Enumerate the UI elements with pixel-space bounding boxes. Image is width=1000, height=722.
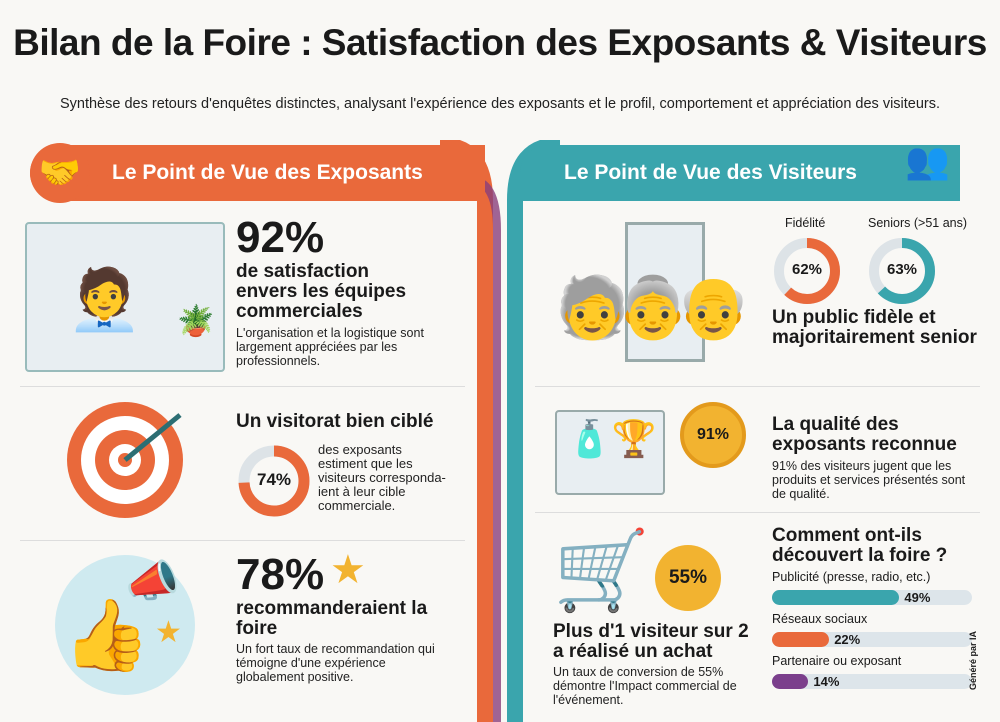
page-title: Bilan de la Foire : Satisfaction des Exp… [13, 22, 987, 63]
purchase-headline: Plus d'1 visiteur sur 2 a réalisé un ach… [553, 621, 749, 662]
exhibitors-banner-title: Le Point de Vue des Exposants [112, 161, 423, 184]
star-icon: ★ [155, 616, 182, 649]
discovery-bar-label: Publicité (presse, radio, etc.) [772, 570, 931, 584]
seniors-donut [869, 238, 935, 304]
seniors-label: Seniors (>51 ans) [868, 216, 968, 230]
divider [535, 386, 980, 387]
star-icon: ★ [330, 548, 366, 592]
targeting-text: des exposants estiment que les visiteurs… [318, 442, 446, 513]
targeting-value: 74% [256, 470, 292, 489]
loyalty-label: Fidélité [785, 216, 826, 230]
visitors-banner: Le Point de Vue des Visiteurs [520, 145, 960, 201]
visitors-entrance-illustration: 🧓👵👴 [545, 222, 760, 372]
purchase-badge: 55% [655, 545, 721, 611]
visitors-group-icon: 👥 [905, 140, 950, 181]
discovery-bar: 49% [772, 590, 972, 605]
discovery-bar-fill [772, 590, 900, 605]
door-icon [625, 222, 705, 362]
discovery-bar: 22% [772, 632, 972, 647]
divider [535, 512, 980, 513]
discovery-bar-value: 22% [834, 632, 861, 647]
discovery-bar-fill [772, 632, 830, 647]
exhibitors-banner: Le Point de Vue des Exposants [30, 145, 485, 201]
handshake-icon: 🤝 [30, 143, 90, 203]
discovery-bar-label: Réseaux sociaux [772, 612, 868, 626]
targeting-headline: Un visitorat bien ciblé [236, 411, 434, 432]
thumbs-up-megaphone-illustration: 👍 📣 ★ [55, 555, 195, 695]
recommend-value: 78% [236, 550, 325, 599]
loyalty-value: 62% [791, 261, 823, 278]
loyalty-headline: Un public fidèle et majoritairement seni… [772, 307, 977, 348]
thumbs-up-icon: 👍 [63, 596, 151, 674]
divider [20, 540, 465, 541]
team-icon: 🧑‍💼 [67, 266, 142, 333]
discovery-bar-value: 14% [813, 674, 840, 689]
satisfaction-headline: de satisfaction envers les équipes comme… [236, 261, 407, 322]
quality-badge: 91% [680, 402, 746, 468]
satisfaction-text: L'organisation et la logistique sont lar… [236, 326, 424, 368]
shopping-cart-icon: 🛒 [553, 526, 651, 614]
recommend-text: Un fort taux de recommandation qui témoi… [236, 642, 435, 684]
booth-illustration: 🧑‍💼 🪴 [25, 222, 225, 372]
discovery-bar-label: Partenaire ou exposant [772, 654, 902, 668]
recommend-headline: recommanderaient la foire [236, 598, 428, 639]
targeting-donut [238, 445, 310, 517]
discovery-bar-value: 49% [904, 590, 931, 605]
discovery-headline: Comment ont-ils découvert la foire ? [772, 525, 948, 566]
satisfaction-value: 92% [236, 213, 325, 262]
visitors-banner-title: Le Point de Vue des Visiteurs [564, 161, 857, 184]
quality-text: 91% des visiteurs jugent que les produit… [772, 459, 966, 501]
subtitle: Synthèse des retours d'enquêtes distinct… [59, 96, 941, 112]
products-display-illustration: 🧴🏆 [555, 410, 665, 495]
loyalty-donut [774, 238, 840, 304]
purchase-text: Un taux de conversion de 55% démontre l'… [553, 665, 737, 707]
seniors-walking-icon: 🧓👵👴 [555, 274, 751, 341]
megaphone-icon: 📣 [125, 557, 180, 606]
products-icon: 🧴🏆 [567, 418, 657, 459]
seniors-value: 63% [886, 261, 918, 278]
discovery-bar-fill [772, 674, 809, 689]
ai-credit: Généré par IA [968, 630, 978, 690]
quality-headline: La qualité des exposants reconnue [772, 414, 957, 455]
plant-icon: 🪴 [177, 305, 215, 338]
discovery-bar: 14% [772, 674, 972, 689]
target-icon [67, 402, 183, 518]
divider [20, 386, 465, 387]
